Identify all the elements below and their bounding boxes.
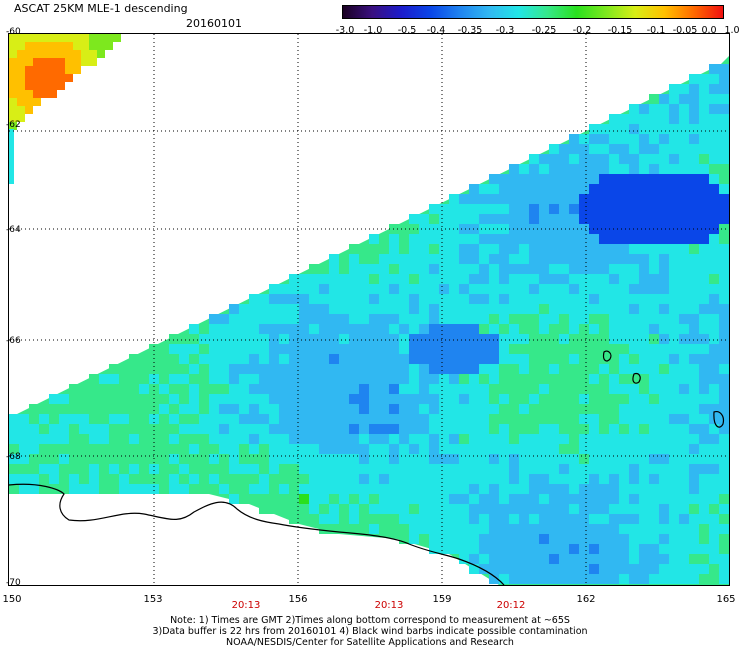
footnote-line-1: Note: 1) Times are GMT 2)Times along bot… <box>170 615 570 626</box>
longitude-label: 153 <box>143 594 163 605</box>
colorbar-tick-label: -0.25 <box>531 25 557 36</box>
longitude-label: 165 <box>716 594 736 605</box>
footnote-line-3: NOAA/NESDIS/Center for Satellite Applica… <box>226 637 514 648</box>
image-title: ASCAT 25KM MLE-1 descending <box>14 2 188 15</box>
latitude-label: -70 <box>6 578 21 588</box>
longitude-label: 159 <box>432 594 452 605</box>
colorbar <box>342 5 724 19</box>
footnote: Note: 1) Times are GMT 2)Times along bot… <box>0 615 740 648</box>
time-label: 20:13 <box>374 600 404 611</box>
colorbar-tick-label: -0.05 <box>672 25 698 36</box>
island-outlines <box>602 350 725 428</box>
longitude-label: 156 <box>288 594 308 605</box>
swath-map <box>8 33 730 586</box>
colorbar-tick-label: 0.0 <box>701 25 717 36</box>
swath-pixels <box>9 64 729 584</box>
colorbar-tick-label: -0.3 <box>495 25 515 36</box>
graticule <box>9 34 729 585</box>
colorbar-tick-label: -0.1 <box>646 25 666 36</box>
latitude-label: -66 <box>6 336 21 346</box>
coastline <box>9 483 505 585</box>
upper-left-swath <box>9 34 121 184</box>
longitude-label: 150 <box>2 594 22 605</box>
colorbar-tick-label: -0.2 <box>572 25 592 36</box>
colorbar-labels: -3.0 -1.0 -0.5 -0.4 -0.35 -0.3 -0.25 -0.2 -0.15 -… <box>327 25 740 39</box>
latitude-label: -64 <box>6 225 21 235</box>
latitude-label: -68 <box>6 452 21 462</box>
latitude-label: -60 <box>6 27 21 37</box>
colorbar-tick-label: -1.0 <box>363 25 383 36</box>
time-label: 20:12 <box>496 600 526 611</box>
colorbar-tick-label: -0.35 <box>457 25 483 36</box>
time-label: 20:13 <box>231 600 261 611</box>
colorbar-tick-label: 1.0 <box>724 25 740 36</box>
image-date: 20160101 <box>186 17 242 30</box>
longitude-label: 162 <box>576 594 596 605</box>
latitude-label: -62 <box>6 120 21 130</box>
colorbar-tick-label: -3.0 <box>335 25 355 36</box>
colorbar-tick-label: -0.5 <box>397 25 417 36</box>
colorbar-tick-label: -0.4 <box>426 25 446 36</box>
colorbar-tick-label: -0.15 <box>607 25 633 36</box>
footnote-line-2: 3)Data buffer is 22 hrs from 20160101 4)… <box>152 626 588 637</box>
